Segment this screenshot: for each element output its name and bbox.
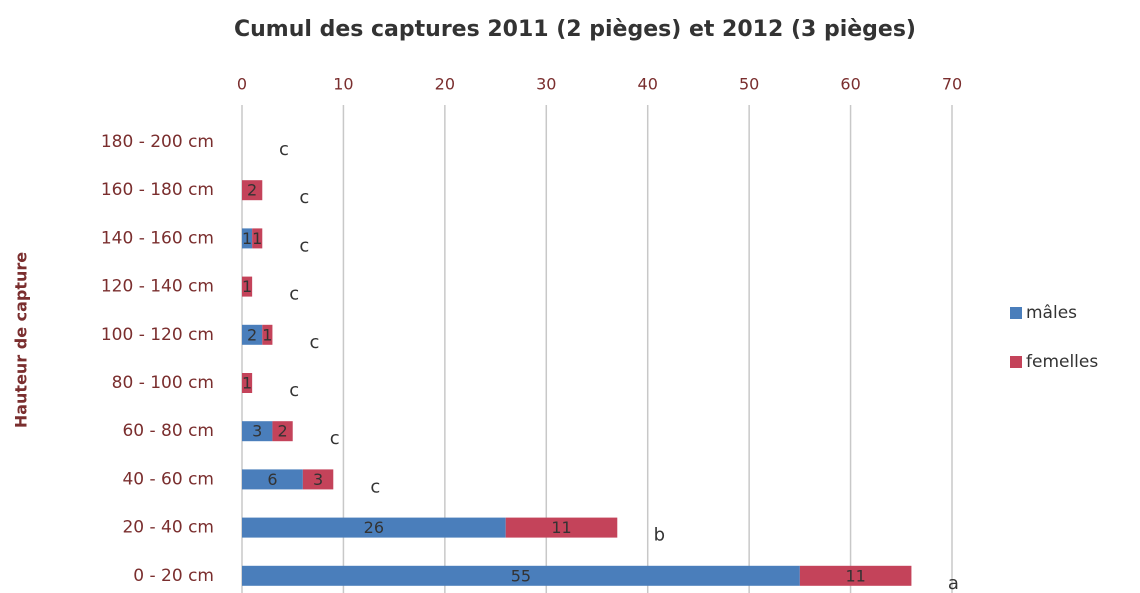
bar (242, 228, 253, 249)
y-tick-label: 60 - 80 cm (122, 421, 214, 441)
annotation: c (309, 332, 319, 353)
bar (242, 276, 253, 297)
bar-value-label: 2 (277, 422, 287, 441)
y-tick-label: 40 - 60 cm (122, 469, 214, 489)
annotation: c (370, 476, 380, 497)
bar-value-label: 3 (252, 422, 262, 441)
annotation: c (289, 284, 299, 305)
bar (242, 180, 263, 201)
y-tick-label: 120 - 140 cm (101, 277, 214, 297)
bar-value-label: 55 (511, 566, 531, 585)
x-tick-label: 60 (840, 75, 860, 94)
y-tick-label: 20 - 40 cm (122, 518, 214, 538)
chart-title: Cumul des captures 2011 (2 pièges) et 20… (234, 17, 916, 42)
bar (302, 469, 334, 490)
x-tick-label: 30 (536, 75, 556, 94)
legend-label: femelles (1026, 352, 1098, 372)
bar (242, 517, 506, 538)
bar-value-label: 6 (267, 470, 277, 489)
annotation: c (299, 235, 309, 256)
bar-value-label: 11 (845, 566, 865, 585)
bar-value-label: 3 (313, 470, 323, 489)
annotation: b (654, 525, 665, 546)
bar (242, 324, 263, 345)
bar-value-label: 26 (364, 518, 384, 537)
x-tick-label: 0 (237, 75, 247, 94)
x-tick-label: 10 (333, 75, 353, 94)
y-tick-label: 140 - 160 cm (101, 228, 214, 248)
bar-value-label: 2 (247, 181, 257, 200)
legend-swatch (1010, 356, 1022, 368)
legend-label: mâles (1026, 303, 1077, 323)
bar-value-label: 11 (551, 518, 571, 537)
y-tick-label: 180 - 200 cm (101, 132, 214, 152)
bar (262, 324, 273, 345)
x-tick-label: 70 (942, 75, 962, 94)
bar-value-label: 1 (252, 229, 262, 248)
x-tick-label: 40 (638, 75, 658, 94)
bar (242, 373, 253, 393)
annotation: c (330, 428, 340, 449)
bar (242, 421, 273, 442)
bar (799, 565, 912, 586)
annotation: a (948, 573, 959, 593)
annotation: c (279, 139, 289, 160)
x-tick-label: 50 (739, 75, 759, 94)
annotation: c (299, 187, 309, 208)
bar-value-label: 1 (262, 325, 272, 344)
bar (242, 469, 303, 490)
bar (252, 228, 263, 249)
legend-swatch (1010, 307, 1022, 319)
bar (272, 421, 293, 442)
y-tick-label: 0 - 20 cm (133, 566, 214, 586)
annotation: c (289, 380, 299, 401)
y-axis-title: Hauteur de capture (12, 252, 31, 428)
x-tick-label: 20 (435, 75, 455, 94)
y-tick-label: 80 - 100 cm (112, 373, 214, 393)
bar-value-label: 2 (247, 325, 257, 344)
bar-value-label: 1 (242, 374, 252, 393)
bar-value-label: 1 (242, 229, 252, 248)
y-tick-label: 100 - 120 cm (101, 325, 214, 345)
y-tick-label: 160 - 180 cm (101, 180, 214, 200)
bar-value-label: 1 (242, 277, 252, 296)
bar (505, 517, 618, 538)
bar (242, 565, 800, 586)
